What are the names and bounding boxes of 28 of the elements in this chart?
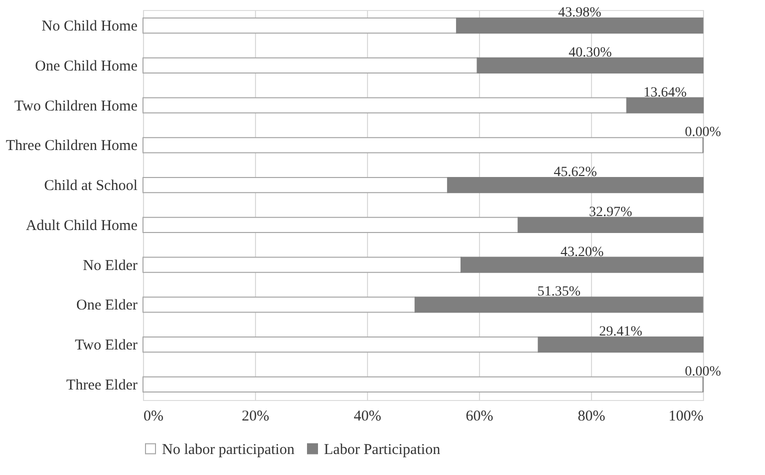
data-label: 43.98% <box>558 6 602 21</box>
x-tick-label: 20% <box>242 408 270 424</box>
y-tick-label: No Child Home <box>42 18 138 35</box>
y-tick-label: Adult Child Home <box>26 218 138 234</box>
x-tick-label: 60% <box>466 408 494 424</box>
data-label: 45.62% <box>554 165 598 180</box>
legend-label: Labor Participation <box>324 442 441 458</box>
data-label: 0.00% <box>684 364 722 380</box>
y-tick-label: No Elder <box>82 258 138 274</box>
data-label: 29.41% <box>599 324 643 340</box>
data-label: 0.00% <box>684 125 722 140</box>
data-label: 40.30% <box>568 45 612 60</box>
x-tick-label: 100% <box>668 408 704 424</box>
data-label: 13.64% <box>643 85 687 100</box>
y-tick-label: One Elder <box>76 298 138 314</box>
x-tick-label: 0% <box>144 408 164 424</box>
y-tick-label: Child at School <box>44 178 138 194</box>
y-tick-label: Three Elder <box>66 377 138 394</box>
y-tick-label: Two Children Home <box>14 98 138 114</box>
y-tick-label: Two Elder <box>74 338 138 354</box>
data-label: 43.20% <box>560 244 604 260</box>
data-label: 51.35% <box>537 284 581 300</box>
x-tick-label: 80% <box>578 408 606 424</box>
y-tick-label: Three Children Home <box>6 138 138 154</box>
y-tick-label: One Child Home <box>35 58 138 74</box>
legend-label: No labor participation <box>162 442 295 458</box>
x-tick-label: 40% <box>354 408 382 424</box>
data-label: 32.97% <box>588 204 632 220</box>
